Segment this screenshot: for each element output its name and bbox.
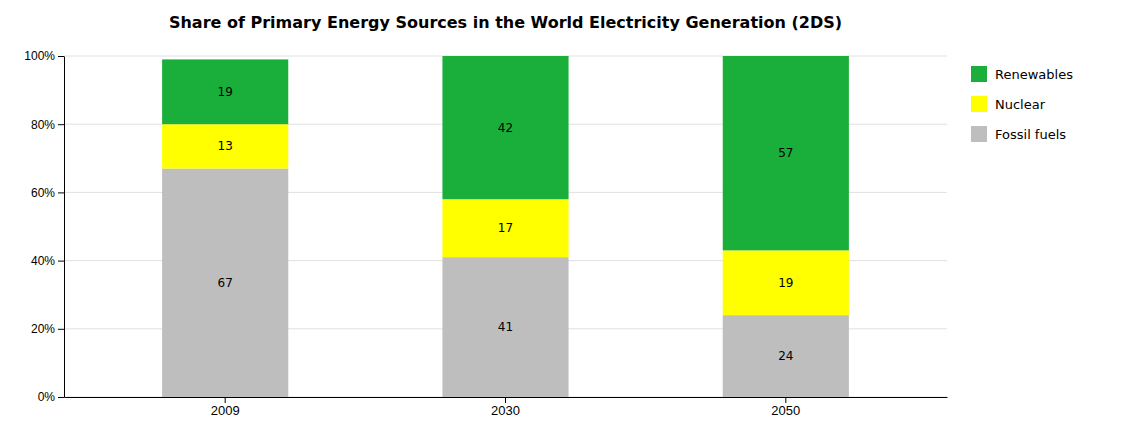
x-tick: 2009 <box>211 397 240 418</box>
y-tick-mark <box>58 124 64 125</box>
data-label: 13 <box>218 139 233 153</box>
bar-segment <box>162 169 288 397</box>
y-tick-label: 20% <box>31 322 55 336</box>
y-tick-mark <box>58 329 64 330</box>
y-tick: 20% <box>31 322 64 336</box>
y-axis: 0% 20% 40% 60% 80% 100% <box>24 49 64 404</box>
bar-segment <box>723 315 849 397</box>
bar-segment <box>723 250 849 315</box>
data-label: 57 <box>778 146 793 160</box>
legend-swatch <box>971 126 987 142</box>
y-tick: 40% <box>31 254 64 268</box>
legend-swatch <box>971 66 987 82</box>
data-label: 19 <box>218 85 233 99</box>
x-tick-label: 2050 <box>771 403 800 418</box>
data-label: 42 <box>498 121 513 135</box>
y-tick-mark <box>58 192 64 193</box>
title: Share of Primary Energy Sources in the W… <box>169 13 842 32</box>
y-tick-mark <box>58 56 64 57</box>
bar-segment <box>723 56 849 250</box>
y-tick-label: 80% <box>31 118 55 132</box>
y-tick-mark <box>58 397 64 398</box>
x-tick: 2050 <box>771 397 800 418</box>
legend-swatch <box>971 96 987 112</box>
legend-label: Renewables <box>995 67 1073 82</box>
legend: Renewables Nuclear Fossil fuels <box>971 66 1073 142</box>
legend-label: Nuclear <box>995 97 1046 112</box>
y-tick-label: 40% <box>31 254 55 268</box>
bars <box>162 56 849 397</box>
y-axis-line <box>64 57 65 398</box>
chart: 2009 2030 2050 0% 20% 40% 60% 80% 100% 67 41 24 13 17… <box>0 0 1137 437</box>
x-tick-mark <box>505 397 506 403</box>
y-tick-label: 60% <box>31 186 55 200</box>
y-tick-label: 100% <box>24 49 55 63</box>
bar-segment <box>442 56 568 199</box>
y-tick-mark <box>58 261 64 262</box>
data-label: 24 <box>778 349 793 363</box>
plot: 2009 2030 2050 0% 20% 40% 60% 80% 100% 67 41 24 13 17… <box>24 49 947 418</box>
grid <box>64 56 947 397</box>
y-tick: 80% <box>31 118 64 132</box>
data-labels: 67 41 24 13 17 19 19 42 57 <box>218 85 794 363</box>
legend-label: Fossil fuels <box>995 127 1066 142</box>
legend-item: Renewables <box>971 66 1073 82</box>
bar-segment <box>442 257 568 397</box>
bar-segment <box>162 59 288 124</box>
data-label: 17 <box>498 221 513 235</box>
legend-item: Nuclear <box>971 96 1046 112</box>
legend-item: Fossil fuels <box>971 126 1066 142</box>
x-tick: 2030 <box>491 397 520 418</box>
y-tick-label: 0% <box>38 390 56 404</box>
data-label: 41 <box>498 320 513 334</box>
y-tick: 60% <box>31 186 64 200</box>
x-tick-mark <box>785 397 786 403</box>
x-tick-mark <box>225 397 226 403</box>
bar-segment <box>162 124 288 168</box>
data-label: 19 <box>778 276 793 290</box>
x-tick-label: 2030 <box>491 403 520 418</box>
x-axis: 2009 2030 2050 <box>65 397 948 418</box>
x-tick-label: 2009 <box>211 403 240 418</box>
y-tick: 0% <box>38 390 64 404</box>
bar-segment <box>442 199 568 257</box>
y-tick: 100% <box>24 49 64 63</box>
data-label: 67 <box>218 276 233 290</box>
